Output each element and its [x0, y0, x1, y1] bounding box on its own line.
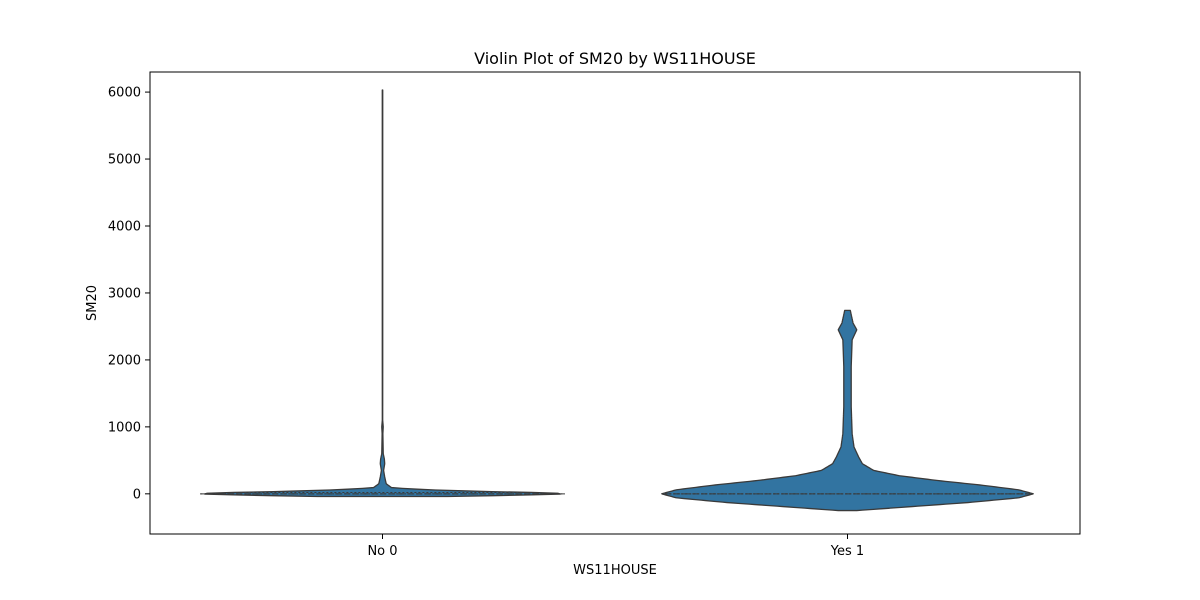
violin-body-1	[204, 89, 561, 498]
chart-title: Violin Plot of SM20 by WS11HOUSE	[474, 49, 756, 68]
violins-group	[200, 89, 1034, 512]
x-axis-label: WS11HOUSE	[573, 563, 657, 578]
y-tick-label: 3000	[108, 286, 141, 301]
x-tick-label: No 0	[367, 544, 397, 559]
y-tick-label: 0	[133, 487, 141, 502]
y-tick-label: 6000	[108, 86, 141, 101]
plot-frame	[149, 71, 1081, 535]
y-tick-label: 2000	[108, 353, 141, 368]
y-axis: 0 1000 2000 3000 4000 5000 6000	[108, 86, 150, 502]
y-tick-label: 1000	[108, 420, 141, 435]
y-axis-label: SM20	[85, 285, 100, 321]
x-axis: No 0 Yes 1	[367, 534, 864, 559]
x-tick-label: Yes 1	[830, 544, 864, 559]
y-tick-label: 5000	[108, 153, 141, 168]
y-tick-label: 4000	[108, 220, 141, 235]
violin-body-2	[661, 309, 1034, 512]
